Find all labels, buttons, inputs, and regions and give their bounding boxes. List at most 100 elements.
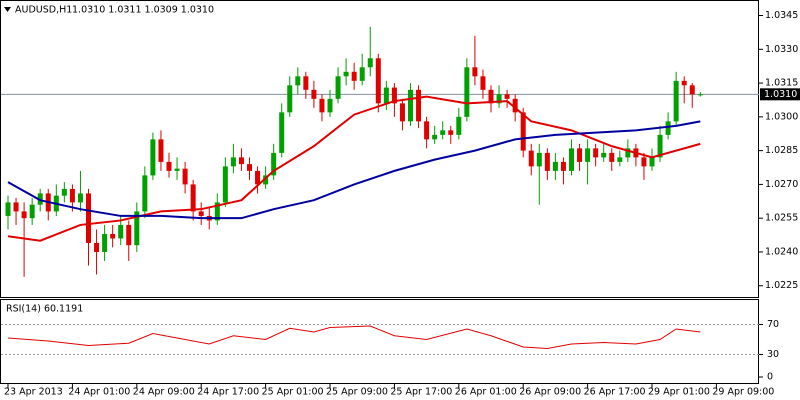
candle-body — [673, 80, 679, 122]
x-tick-label: 25 Apr 09:00 — [326, 387, 388, 398]
candle-body — [504, 94, 510, 99]
candle-body — [440, 130, 446, 135]
candle-body — [230, 157, 236, 167]
candle-body — [408, 89, 413, 122]
candle-body — [617, 157, 623, 162]
candle-body — [480, 76, 486, 90]
candle-body — [681, 80, 687, 86]
rsi-frame — [0, 299, 759, 384]
candle-body — [448, 130, 454, 135]
candle-body — [424, 121, 430, 140]
candle-body — [303, 76, 309, 90]
rsi-line — [7, 325, 701, 350]
candle-body — [222, 166, 228, 203]
candle-body — [456, 116, 462, 135]
candle-body — [69, 188, 75, 203]
candle-body — [416, 89, 422, 122]
candle-body — [544, 152, 550, 171]
candle-body — [94, 242, 100, 252]
candle-body — [512, 98, 518, 113]
candle-body — [689, 85, 695, 95]
candle-body — [351, 71, 357, 81]
candle-body — [102, 233, 108, 252]
candle-body — [649, 157, 655, 167]
candle-body — [432, 134, 438, 140]
menu-arrow[interactable] — [4, 7, 11, 12]
candle-body — [271, 152, 277, 176]
candle-body — [375, 58, 381, 104]
candle-body — [319, 98, 325, 113]
candle-body — [560, 161, 566, 171]
candle-body — [182, 168, 188, 185]
candle-body — [166, 161, 172, 171]
x-tick-label: 26 Apr 01:00 — [455, 387, 517, 398]
candle-body — [359, 67, 365, 81]
candle-body — [247, 164, 252, 171]
y-tick-label: 1.0240 — [765, 246, 798, 257]
candle-body — [528, 150, 534, 167]
x-tick-label: 24 Apr 01:00 — [68, 387, 130, 398]
candle-body — [150, 139, 156, 176]
y-tick-label: 1.0315 — [765, 78, 798, 89]
x-tick-label: 23 Apr 2013 — [4, 387, 63, 398]
candle-body — [29, 204, 35, 219]
candle-body — [77, 193, 83, 203]
y-tick-label: 1.0270 — [765, 179, 798, 190]
candle-body — [536, 152, 542, 167]
candle-body — [697, 94, 703, 96]
candle-body — [391, 87, 397, 104]
candle-body — [657, 134, 663, 158]
rsi-title: RSI(14) 60.1191 — [6, 304, 83, 315]
y-tick-label: 1.0255 — [765, 213, 798, 224]
candle-body — [214, 202, 220, 221]
candle-body — [327, 98, 333, 113]
candle-body — [343, 71, 349, 77]
candle-body — [174, 168, 180, 171]
candle-body — [158, 139, 164, 162]
x-tick-label: 26 Apr 09:00 — [519, 387, 581, 398]
candle-body — [238, 157, 244, 165]
moving-average — [7, 120, 701, 220]
candle-body — [255, 170, 261, 185]
candle-body — [311, 89, 317, 99]
candle-body — [263, 175, 269, 185]
x-tick-label: 26 Apr 17:00 — [584, 387, 646, 398]
moving-average — [7, 95, 701, 242]
candle-body — [5, 202, 11, 216]
x-tick-label: 24 Apr 17:00 — [197, 387, 259, 398]
x-tick-label: 29 Apr 09:00 — [712, 387, 774, 398]
candle-body — [335, 76, 341, 99]
candle-body — [625, 148, 631, 158]
candle-body — [464, 67, 470, 117]
price-label: 1.0310 — [764, 89, 797, 100]
y-tick-label: 1.0330 — [765, 44, 798, 55]
candle-body — [86, 193, 91, 243]
candle-body — [13, 202, 19, 212]
price-label-box — [760, 88, 800, 101]
x-tick-label: 25 Apr 01:00 — [262, 387, 324, 398]
candle-body — [585, 148, 591, 162]
x-tick-label: 29 Apr 01:00 — [648, 387, 710, 398]
candle-body — [61, 188, 67, 196]
candle-body — [279, 112, 285, 153]
candle-body — [295, 76, 301, 86]
candle-body — [142, 175, 148, 212]
candle-body — [118, 224, 124, 239]
candle-body — [577, 148, 583, 162]
candle-body — [496, 94, 502, 104]
y-tick-label: 1.0345 — [765, 10, 798, 21]
candle-body — [569, 148, 574, 171]
rsi-tick-label: 30 — [767, 349, 779, 360]
candle-body — [641, 157, 647, 167]
candle-body — [21, 211, 27, 219]
candle-body — [399, 103, 405, 122]
y-tick-label: 1.0300 — [765, 111, 798, 122]
candle-body — [488, 89, 494, 104]
candle-body — [198, 211, 204, 216]
candle-body — [665, 121, 671, 135]
y-tick-label: 1.0285 — [765, 145, 798, 156]
rsi-tick-label: 70 — [767, 319, 779, 330]
